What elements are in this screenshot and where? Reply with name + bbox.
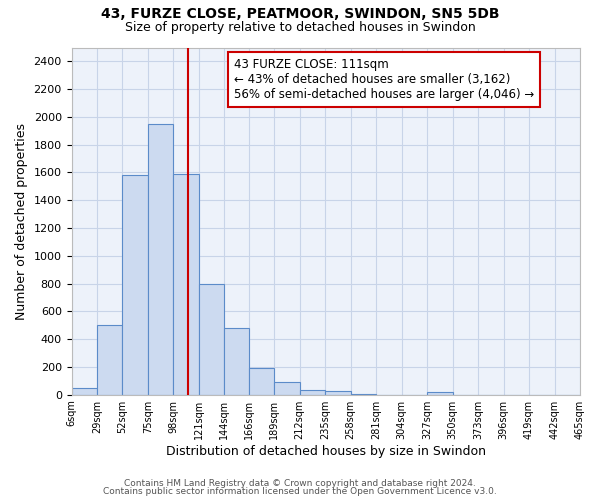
- Bar: [148, 124, 173, 394]
- Bar: [97, 326, 122, 394]
- Text: Contains public sector information licensed under the Open Government Licence v3: Contains public sector information licen…: [103, 487, 497, 496]
- Bar: [199, 284, 224, 395]
- Bar: [224, 328, 249, 394]
- Bar: [173, 174, 199, 394]
- X-axis label: Distribution of detached houses by size in Swindon: Distribution of detached houses by size …: [166, 444, 486, 458]
- Text: Contains HM Land Registry data © Crown copyright and database right 2024.: Contains HM Land Registry data © Crown c…: [124, 478, 476, 488]
- Bar: [300, 390, 325, 394]
- Bar: [274, 382, 300, 394]
- Text: 43, FURZE CLOSE, PEATMOOR, SWINDON, SN5 5DB: 43, FURZE CLOSE, PEATMOOR, SWINDON, SN5 …: [101, 8, 499, 22]
- Bar: [427, 392, 452, 394]
- Text: 43 FURZE CLOSE: 111sqm
← 43% of detached houses are smaller (3,162)
56% of semi-: 43 FURZE CLOSE: 111sqm ← 43% of detached…: [234, 58, 535, 101]
- Y-axis label: Number of detached properties: Number of detached properties: [15, 122, 28, 320]
- Text: Size of property relative to detached houses in Swindon: Size of property relative to detached ho…: [125, 21, 475, 34]
- Bar: [122, 176, 148, 394]
- Bar: [71, 388, 97, 394]
- Bar: [249, 368, 274, 394]
- Bar: [325, 390, 350, 394]
